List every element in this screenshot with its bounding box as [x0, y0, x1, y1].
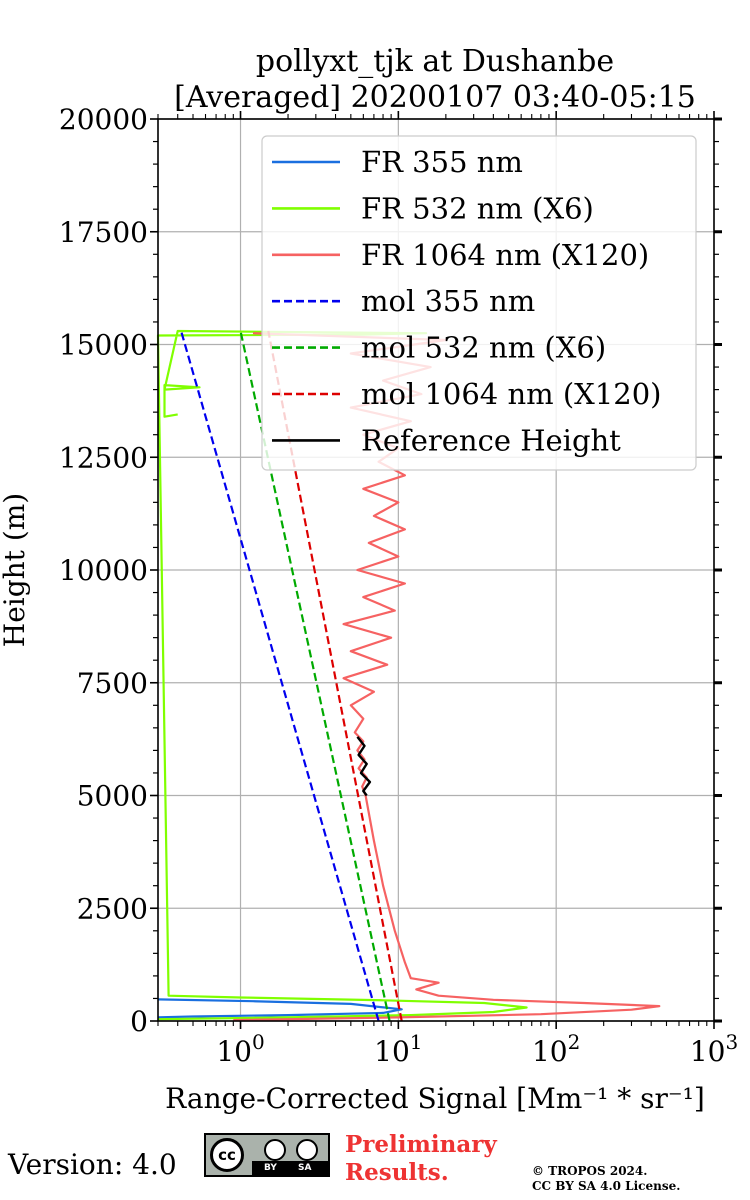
y-tick-label: 15000	[59, 329, 148, 362]
y-tick-label: 12500	[59, 441, 148, 474]
x-tick-label: 101	[374, 1030, 422, 1068]
y-tick-label: 20000	[59, 103, 148, 136]
cc-by-label: BY	[264, 1163, 277, 1173]
preliminary-line1: Preliminary	[345, 1131, 497, 1158]
axes	[150, 111, 722, 1029]
y-tick-label: 10000	[59, 554, 148, 587]
legend-label-0: FR 355 nm	[361, 145, 523, 179]
legend-label-3: mol 355 nm	[361, 284, 535, 318]
cc-sa-label: SA	[298, 1163, 312, 1173]
x-axis-label: Range-Corrected Signal [Mm⁻¹ * sr⁻¹]	[165, 1082, 705, 1115]
tick-labels: 0 2500 5000 7500 10000 12500 15000 17500 20000 10…	[59, 103, 738, 1068]
y-tick-label: 7500	[77, 667, 148, 700]
series-line-1	[156, 329, 528, 1021]
y-tick-label: 5000	[77, 780, 148, 813]
series-line-0	[157, 998, 403, 1019]
y-tick-label: 17500	[59, 216, 148, 249]
chart-title-line2: [Averaged] 20200107 03:40-05:15	[174, 80, 696, 115]
copyright-line2: CC BY SA 4.0 License.	[532, 1179, 681, 1193]
cc-strip	[252, 1161, 328, 1175]
series-line-5	[267, 330, 403, 1022]
legend-label-5: mol 1064 nm (X120)	[361, 377, 662, 411]
x-tick-label: 100	[216, 1030, 264, 1068]
version-label: Version: 4.0	[8, 1148, 177, 1181]
legend-box	[261, 135, 697, 471]
legend-label-2: FR 1064 nm (X120)	[361, 238, 649, 272]
preliminary-results-label: Preliminary Results.	[345, 1131, 497, 1187]
y-tick-label: 0	[130, 1005, 148, 1038]
legend-label-1: FR 532 nm (X6)	[361, 191, 594, 225]
y-axis-label: Height (m)	[0, 493, 31, 647]
legend-label-4: mol 532 nm (X6)	[361, 331, 606, 365]
series-line-6	[356, 736, 372, 797]
y-tick-label: 2500	[77, 892, 148, 925]
preliminary-line2: Results.	[345, 1159, 449, 1186]
cc-icon: cc	[210, 1138, 244, 1172]
by-person-icon	[264, 1139, 286, 1161]
share-alike-icon	[296, 1139, 318, 1161]
x-tick-label: 102	[532, 1030, 580, 1068]
legend-label-6: Reference Height	[361, 423, 621, 457]
x-tick-label: 103	[690, 1030, 738, 1068]
cc-license-badge-icon: cc BY SA	[204, 1133, 330, 1177]
copyright-line1: © TROPOS 2024.	[532, 1164, 648, 1178]
legend: FR 355 nm FR 532 nm (X6) FR 1064 nm (X120)…	[261, 135, 697, 471]
copyright-notice: © TROPOS 2024. CC BY SA 4.0 License.	[532, 1164, 680, 1194]
chart-title-line1: pollyxt_tjk at Dushanbe	[256, 44, 614, 79]
